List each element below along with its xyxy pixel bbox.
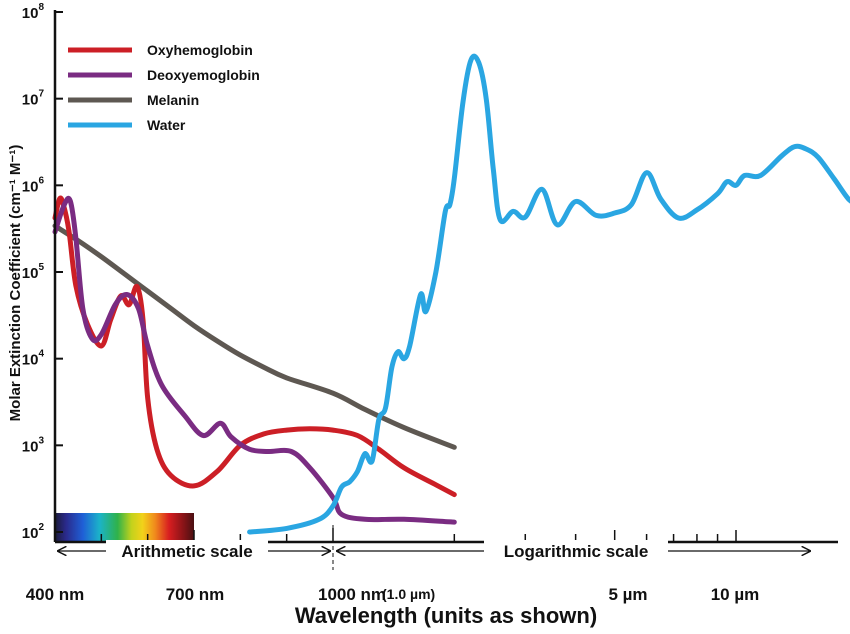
x-tick-label: 10 µm bbox=[711, 585, 760, 604]
y-tick-label: 106 bbox=[22, 175, 45, 195]
y-axis-title: Molar Extinction Coefficient (cm⁻¹ M⁻¹) bbox=[7, 145, 24, 422]
x-tick-label: (1.0 µm) bbox=[382, 586, 435, 602]
x-tick-label: 5 µm bbox=[608, 585, 647, 604]
series-line-melanin bbox=[52, 223, 457, 450]
y-tick-exponent: 8 bbox=[38, 2, 44, 13]
y-tick-base: 10 bbox=[22, 5, 39, 22]
y-tick-base: 10 bbox=[22, 178, 39, 195]
logarithmic-scale-label: Logarithmic scale bbox=[504, 542, 649, 561]
y-tick-label: 108 bbox=[22, 2, 45, 22]
legend-label: Water bbox=[147, 117, 186, 133]
y-axis-title-text: Molar Extinction Coefficient (cm⁻¹ M⁻¹) bbox=[7, 145, 24, 422]
x-tick-label: 400 nm bbox=[26, 585, 85, 604]
legend-label: Oxyhemoglobin bbox=[147, 42, 253, 58]
y-tick-exponent: 2 bbox=[38, 522, 44, 533]
y-tick-base: 10 bbox=[22, 92, 39, 109]
visible-spectrum-bar bbox=[55, 513, 194, 541]
y-tick-label: 103 bbox=[22, 435, 45, 455]
arithmetic-scale-label: Arithmetic scale bbox=[121, 542, 252, 561]
series-line-water bbox=[247, 53, 850, 535]
legend-label: Melanin bbox=[147, 92, 199, 108]
series-line-oxyhemoglobin bbox=[52, 195, 457, 498]
y-tick-label: 102 bbox=[22, 522, 45, 542]
y-tick-exponent: 7 bbox=[38, 89, 44, 100]
y-tick-label: 105 bbox=[22, 262, 45, 282]
y-tick-base: 10 bbox=[22, 352, 39, 369]
x-tick-label: 1000 nm bbox=[318, 585, 386, 604]
y-tick-exponent: 4 bbox=[38, 349, 44, 360]
y-tick-exponent: 5 bbox=[38, 262, 44, 273]
x-axis-title: Wavelength (units as shown) bbox=[295, 603, 597, 628]
y-tick-label: 107 bbox=[22, 89, 45, 109]
y-tick-base: 10 bbox=[22, 438, 39, 455]
y-tick-base: 10 bbox=[22, 265, 39, 282]
y-tick-exponent: 3 bbox=[38, 435, 44, 446]
series-line-deoxyemoglobin bbox=[52, 195, 457, 525]
y-tick-exponent: 6 bbox=[38, 175, 44, 186]
x-tick-label: 700 nm bbox=[166, 585, 225, 604]
legend-label: Deoxyemoglobin bbox=[147, 67, 260, 83]
y-tick-label: 104 bbox=[22, 349, 45, 369]
y-tick-base: 10 bbox=[22, 525, 39, 542]
legend: Oxyhemoglobin Deoxyemoglobin Melanin Water bbox=[68, 42, 260, 133]
